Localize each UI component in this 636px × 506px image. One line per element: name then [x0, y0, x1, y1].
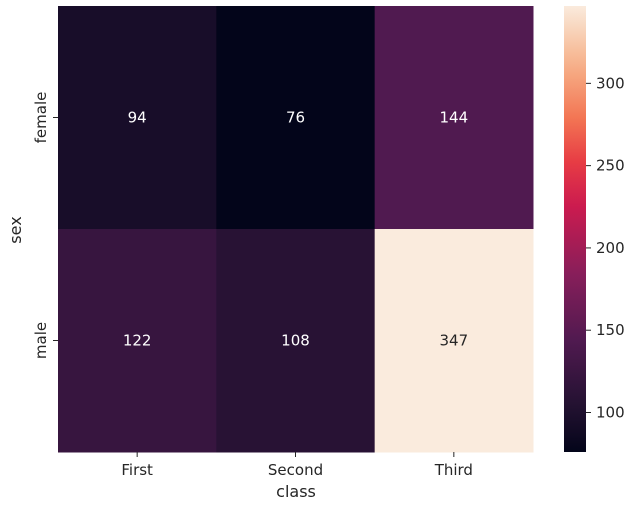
y-axis-ticks: female male: [32, 92, 58, 359]
heatmap-cell: [374, 229, 534, 453]
heatmap-cell: [58, 6, 217, 230]
colorbar-tick-label: 250: [596, 157, 625, 175]
colorbar-tick-label: 100: [596, 404, 625, 422]
heatmap-cells: 94 76 144 122 108 347: [58, 6, 534, 453]
heatmap-cell: [216, 6, 376, 230]
colorbar: [564, 6, 586, 452]
x-tick-label: First: [121, 461, 153, 479]
x-tick-label: Third: [434, 461, 473, 479]
y-axis-label: sex: [6, 216, 25, 243]
heatmap-cell: [216, 229, 376, 453]
y-tick-label: female: [32, 92, 50, 144]
heatmap-cell: [58, 229, 217, 453]
x-axis-label: class: [276, 482, 316, 501]
heatmap-cell: [374, 6, 534, 230]
colorbar-tick-label: 200: [596, 239, 625, 257]
cell-value-label: 122: [123, 332, 152, 350]
cell-value-label: 347: [440, 332, 469, 350]
x-axis-ticks: First Second Third: [121, 452, 473, 479]
y-tick-label: male: [32, 322, 50, 359]
cell-value-label: 108: [281, 332, 310, 350]
colorbar-tick-label: 150: [596, 321, 625, 339]
x-tick-label: Second: [268, 461, 323, 479]
colorbar-tick-label: 300: [596, 74, 625, 92]
cell-value-label: 94: [128, 109, 147, 127]
cell-value-label: 144: [440, 109, 469, 127]
colorbar-ticks: 100 150 200 250 300: [586, 74, 625, 422]
cell-value-label: 76: [286, 109, 305, 127]
